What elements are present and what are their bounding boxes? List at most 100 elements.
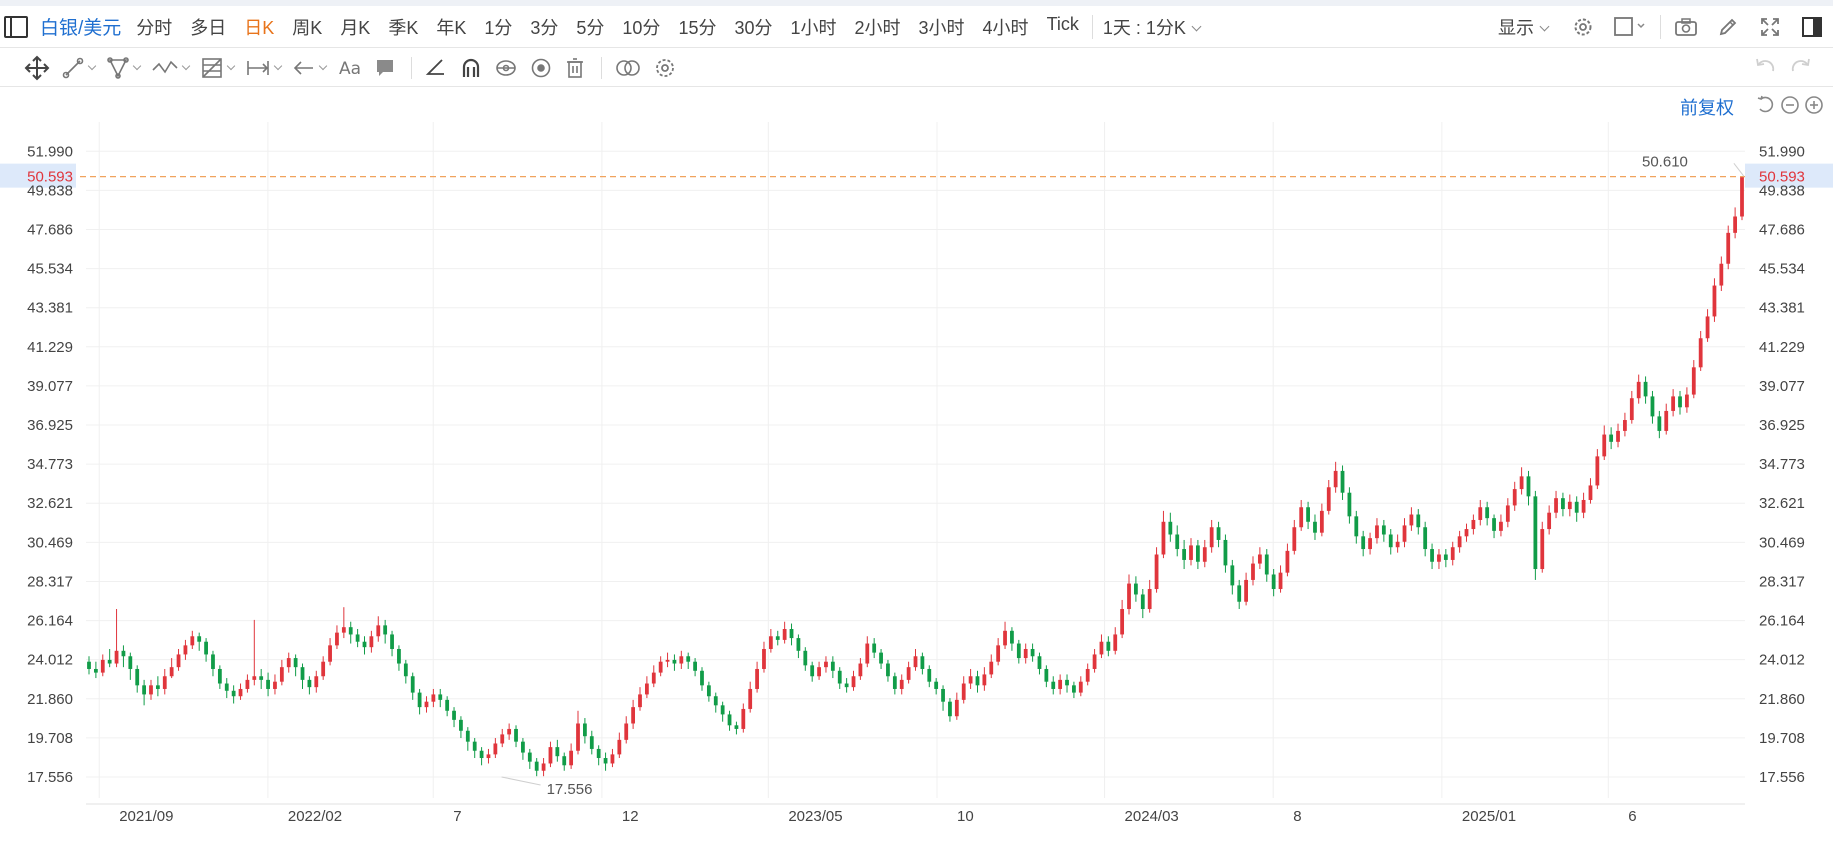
candle-body [1664,410,1669,431]
candle [162,668,167,695]
period-8[interactable]: 3分 [530,17,559,38]
candle-body [693,661,697,671]
range-select[interactable]: 1天 : 1分K [1097,14,1206,40]
candle-body [851,676,856,688]
period-5[interactable]: 季K [388,17,419,38]
candle-body [1464,529,1469,537]
trend-line-tool-icon[interactable] [61,53,97,83]
candle [369,630,374,653]
period-7[interactable]: 1分 [484,17,513,38]
annotations: 50.593 50.593 50.610 17.556 [0,153,1833,798]
candle-body [1058,679,1063,689]
y-tick-right: 36.925 [1759,417,1805,434]
candle-body [500,734,505,744]
candle-body [603,758,608,764]
candlestick-chart[interactable]: 50.593 50.593 50.610 17.556 51.990 51.990 49.… [0,87,1833,843]
candle [1299,499,1304,531]
candle-body [1292,527,1297,551]
move-crosshair-icon[interactable] [24,53,50,83]
fib-tool-icon[interactable] [200,53,236,83]
candle-body [1140,594,1145,610]
candle [128,652,133,680]
price-adjust-toggle[interactable]: 前复权 [1680,98,1734,118]
candle [989,654,994,679]
period-11[interactable]: 15分 [678,17,717,38]
arrow-tool-icon[interactable] [292,53,328,83]
redo-icon[interactable] [1789,53,1813,77]
period-6[interactable]: 年K [436,17,467,38]
trash-icon[interactable] [564,53,586,83]
compare-icon[interactable] [614,53,642,83]
eye-icon[interactable] [529,53,553,83]
candle [465,727,470,751]
period-14[interactable]: 2小时 [854,17,901,38]
fullscreen-icon[interactable] [1758,15,1782,39]
period-13[interactable]: 1小时 [790,17,837,38]
candle [555,739,560,762]
candle [1437,549,1441,570]
layout-select-icon[interactable] [1613,15,1647,39]
candle-body [1072,685,1076,693]
sidebar-toggle-icon[interactable] [4,15,28,38]
period-2[interactable]: 日K [244,17,275,38]
settings-gear-icon[interactable] [1571,15,1595,39]
candle [472,738,477,759]
candle [700,667,704,691]
candle-body [1643,381,1648,397]
symbol-name[interactable]: 白银/美元 [40,18,122,39]
camera-icon[interactable] [1674,15,1698,39]
period-17[interactable]: Tick [1046,13,1079,34]
reset-icon[interactable] [1756,95,1776,115]
candle [1003,621,1007,649]
candle-body [569,750,574,766]
chevron-down-icon [1191,21,1202,31]
candle-body [1416,514,1421,528]
candle [1512,481,1517,511]
y-tick-right: 21.860 [1759,691,1805,708]
candle [1657,410,1662,439]
zoom-out-icon[interactable] [1780,95,1800,115]
pattern-tool-icon[interactable] [151,53,191,83]
candle-body [548,747,553,764]
period-12[interactable]: 30分 [734,17,773,38]
drawing-settings-gear-icon[interactable] [653,53,677,83]
y-tick-left: 39.077 [27,378,73,395]
candle [1581,492,1586,519]
candle [1443,549,1448,568]
candle-body [1313,521,1317,533]
period-1[interactable]: 多日 [190,17,227,38]
candle-body [638,694,642,708]
magnet-icon[interactable] [459,53,483,83]
period-0[interactable]: 分时 [136,17,173,38]
period-3[interactable]: 周K [292,17,323,38]
period-9[interactable]: 5分 [576,17,605,38]
text-tool-icon[interactable]: Aa [337,53,363,83]
shape-tool-icon[interactable] [106,53,142,83]
angle-tool-icon[interactable] [424,53,448,83]
period-4[interactable]: 月K [340,17,371,38]
undo-icon[interactable] [1753,53,1777,77]
candle [768,629,773,653]
comment-tool-icon[interactable] [374,53,396,83]
period-15[interactable]: 3小时 [918,17,965,38]
candle-body [507,728,512,735]
candle [1230,559,1235,595]
candle-body [1457,536,1462,548]
display-select[interactable]: 显示 [1498,14,1550,40]
candle-body [899,679,904,689]
lock-drawing-icon[interactable] [494,53,518,83]
pen-icon[interactable] [1716,15,1740,39]
zoom-in-icon[interactable] [1804,95,1824,115]
panel-toggle-icon[interactable] [1800,15,1824,39]
candle [1134,576,1138,602]
candle-body [1195,545,1200,562]
candles [87,176,1744,777]
period-10[interactable]: 10分 [622,17,661,38]
period-16[interactable]: 4小时 [982,17,1029,38]
x-tick-label: 2022/02 [288,808,342,825]
candle-body [768,636,773,649]
candle-body [383,625,388,635]
candle-body [1623,420,1627,431]
measure-tool-icon[interactable] [245,53,283,83]
candle-body [527,752,532,762]
